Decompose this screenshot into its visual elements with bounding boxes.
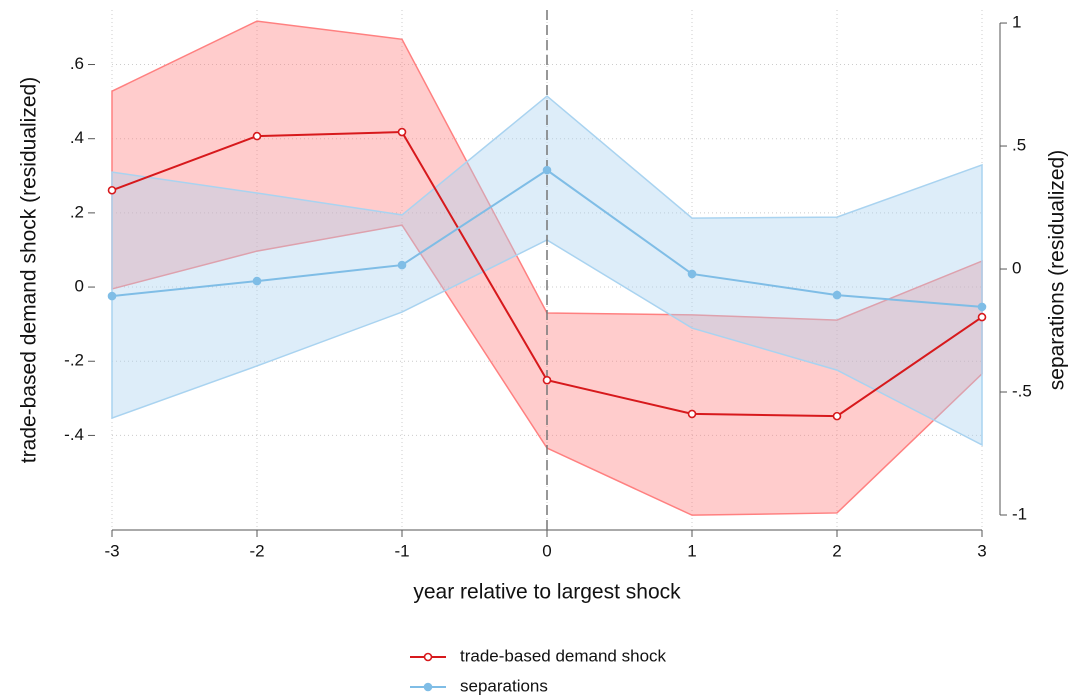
- y-tick-label: .4: [70, 128, 84, 147]
- x-tick-label: -1: [394, 541, 409, 560]
- point: [832, 290, 842, 300]
- y-axis-title: trade-based demand shock (residualized): [18, 77, 41, 463]
- x-tick-label: 2: [832, 541, 841, 560]
- point: [832, 411, 842, 421]
- point: [542, 375, 552, 385]
- y2-tick-label: 0: [1012, 259, 1021, 278]
- y-tick-label: 0: [75, 277, 84, 296]
- x-tick-label: 0: [542, 541, 551, 560]
- x-tick-label: -2: [249, 541, 264, 560]
- point: [397, 260, 407, 270]
- y-tick-label: .6: [70, 54, 84, 73]
- legend-label: trade-based demand shock: [460, 646, 667, 665]
- y-tick-label: .2: [70, 202, 84, 221]
- y2-tick-label: 1: [1012, 13, 1021, 32]
- point: [687, 409, 697, 419]
- y2-tick-label: .5: [1012, 136, 1026, 155]
- y2-tick-label: -.5: [1012, 381, 1032, 400]
- point: [397, 127, 407, 137]
- x-tick-label: 3: [977, 541, 986, 560]
- point: [107, 291, 117, 301]
- legend-marker: [423, 682, 433, 692]
- y-tick-label: -.4: [64, 425, 84, 444]
- legend-marker: [423, 652, 433, 662]
- point: [252, 276, 262, 286]
- point: [107, 185, 117, 195]
- x-tick-label: -3: [104, 541, 119, 560]
- point: [252, 131, 262, 141]
- legend-label: separations: [460, 676, 548, 695]
- point: [542, 165, 552, 175]
- point: [977, 312, 987, 322]
- y2-tick-label: -1: [1012, 504, 1027, 523]
- point: [977, 302, 987, 312]
- point: [687, 269, 697, 279]
- x-axis-title: year relative to largest shock: [413, 581, 681, 604]
- x-tick-label: 1: [687, 541, 696, 560]
- y-tick-label: -.2: [64, 351, 84, 370]
- y2-axis-title: separations (residualized): [1046, 150, 1069, 390]
